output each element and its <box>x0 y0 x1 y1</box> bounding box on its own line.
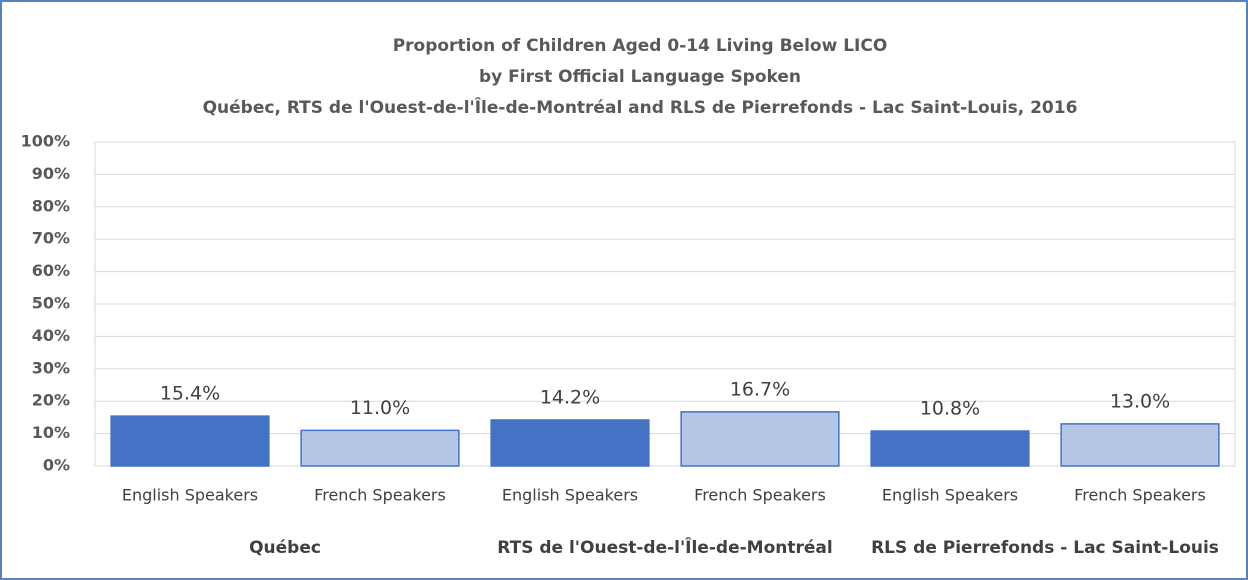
data-label: 15.4% <box>160 383 220 405</box>
y-tick-label: 100% <box>21 132 70 151</box>
bar <box>1060 423 1220 467</box>
group-label: RLS de Pierrefonds - Lac Saint-Louis <box>871 538 1219 558</box>
data-label: 16.7% <box>730 378 790 400</box>
chart-title: Proportion of Children Aged 0-14 Living … <box>393 36 888 56</box>
y-tick-label: 30% <box>32 358 70 377</box>
plot-border <box>94 141 1236 467</box>
group-label: Québec <box>249 538 321 558</box>
bar <box>490 419 650 467</box>
data-label: 13.0% <box>1110 390 1170 412</box>
x-tick-label: English Speakers <box>502 486 638 505</box>
y-tick-label: 80% <box>32 196 70 215</box>
y-tick-label: 20% <box>32 391 70 410</box>
bar <box>680 411 840 467</box>
y-tick-label: 70% <box>32 229 70 248</box>
y-tick-label: 90% <box>32 164 70 183</box>
x-tick-label: English Speakers <box>122 486 258 505</box>
chart-title: Québec, RTS de l'Ouest-de-l'Île-de-Montr… <box>203 96 1078 118</box>
x-tick-label: English Speakers <box>882 486 1018 505</box>
y-tick-label: 40% <box>32 326 70 345</box>
data-label: 14.2% <box>540 386 600 408</box>
bar <box>300 429 460 467</box>
data-label: 11.0% <box>350 397 410 419</box>
y-tick-label: 50% <box>32 294 70 313</box>
y-tick-label: 60% <box>32 261 70 280</box>
y-tick-label: 10% <box>32 423 70 442</box>
bar <box>870 430 1030 467</box>
chart-title: by First Official Language Spoken <box>479 67 801 87</box>
data-label: 10.8% <box>920 398 980 420</box>
x-tick-label: French Speakers <box>314 486 446 505</box>
group-label: RTS de l'Ouest-de-l'Île-de-Montréal <box>497 536 832 558</box>
x-tick-label: French Speakers <box>694 486 826 505</box>
x-tick-label: French Speakers <box>1074 486 1206 505</box>
y-tick-label: 0% <box>43 456 70 475</box>
bar <box>110 415 270 467</box>
